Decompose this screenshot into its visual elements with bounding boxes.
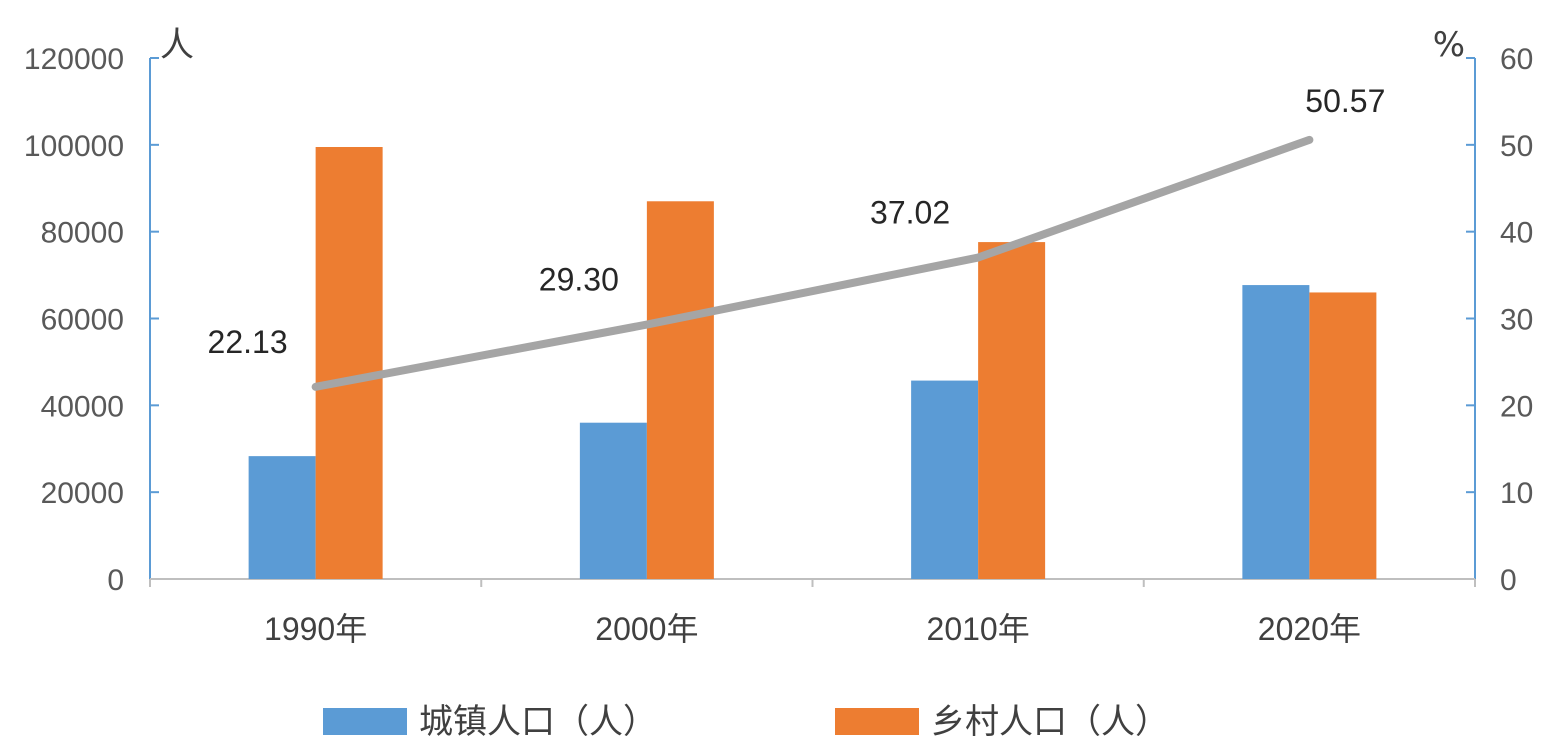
right-axis-tick-label: 40 (1500, 217, 1533, 250)
x-axis-tick-label: 2020年 (1258, 611, 1361, 647)
left-axis-tick-label: 0 (107, 564, 124, 597)
x-axis-tick-label: 2000年 (595, 611, 698, 647)
right-axis-unit: % (1433, 25, 1465, 65)
right-axis-tick-label: 60 (1500, 43, 1533, 76)
legend-swatch-rural (835, 708, 919, 735)
legend-swatch-urban (323, 708, 407, 735)
urban-population-bar (911, 380, 979, 579)
urban-population-bar (579, 422, 647, 579)
urbanization-rate-label: 37.02 (870, 195, 950, 231)
rural-population-bar (1309, 292, 1377, 579)
x-axis-tick-label: 1990年 (264, 611, 367, 647)
axes: 0 20000 40000 60000 80000 100000 120000 人 0 10 20 3… (24, 25, 1533, 647)
left-axis-tick-label: 80000 (41, 217, 124, 250)
right-axis-tick-label: 20 (1500, 390, 1533, 423)
urbanization-rate-label: 50.57 (1305, 83, 1385, 119)
left-axis-tick-label: 20000 (41, 477, 124, 510)
urbanization-rate-point (976, 255, 981, 260)
rural-population-bar (978, 242, 1046, 579)
legend-label-urban: 城镇人口（人） (419, 702, 657, 742)
urbanization-rate-point (313, 384, 318, 389)
rural-population-bar (646, 201, 714, 579)
urban-population-bar (1242, 285, 1310, 579)
urbanization-line (311, 135, 1314, 391)
legend: 城镇人口（人） 乡村人口（人） (323, 702, 1169, 742)
right-axis-tick-label: 0 (1500, 564, 1517, 597)
urbanization-rate-label: 29.30 (539, 262, 619, 298)
urbanization-rate-point (1307, 137, 1312, 142)
right-axis-tick-label: 10 (1500, 477, 1533, 510)
bars (248, 147, 1377, 580)
left-axis-tick-label: 120000 (24, 43, 124, 76)
rural-population-bar (315, 147, 383, 580)
right-axis-tick-label: 50 (1500, 130, 1533, 163)
urbanization-rate-label: 22.13 (208, 324, 288, 360)
left-axis-tick-label: 100000 (24, 130, 124, 163)
left-axis-unit: 人 (160, 25, 194, 65)
left-axis-tick-label: 60000 (41, 304, 124, 337)
left-axis-tick-label: 40000 (41, 390, 124, 423)
urban-population-bar (248, 456, 316, 579)
labels: 22.13 29.30 37.02 50.57 (208, 83, 1386, 360)
urbanization-rate-point (644, 322, 649, 327)
urbanization-rate-line (311, 135, 1314, 391)
right-axis-tick-label: 30 (1500, 304, 1533, 337)
legend-label-rural: 乡村人口（人） (931, 702, 1169, 742)
x-axis-tick-label: 2010年 (927, 611, 1030, 647)
